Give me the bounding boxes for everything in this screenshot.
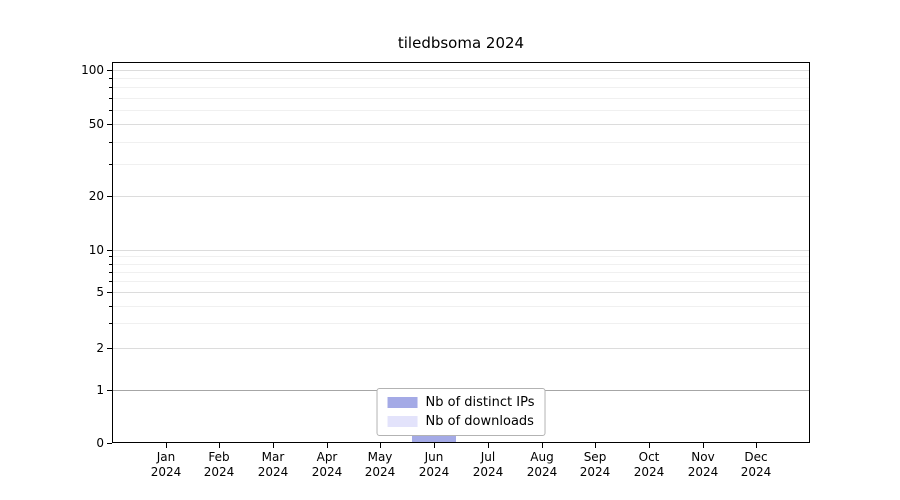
legend-swatch-downloads-icon [387, 416, 418, 427]
plot-area [112, 62, 810, 443]
y-gridline-minor [113, 87, 809, 88]
x-tick-mark [488, 443, 489, 448]
legend-item-distinct-ips: Nb of distinct IPs [387, 395, 535, 410]
y-tick-mark-minor [109, 110, 112, 111]
x-tick-label: Sep 2024 [579, 450, 611, 479]
x-tick-label: Apr 2024 [311, 450, 343, 479]
y-tick-mark-minor [109, 142, 112, 143]
y-gridline-major [113, 196, 809, 197]
x-tick-mark [542, 443, 543, 448]
y-gridline-minor [113, 110, 809, 111]
y-gridline-minor [113, 281, 809, 282]
x-tick-label: Jun 2024 [418, 450, 450, 479]
y-tick-mark [107, 292, 112, 293]
y-tick-mark-minor [109, 98, 112, 99]
y-tick-label: 0 [96, 436, 104, 450]
y-gridline-major [113, 124, 809, 125]
y-gridline-minor [113, 98, 809, 99]
x-tick-mark [327, 443, 328, 448]
y-tick-mark-minor [109, 256, 112, 257]
x-tick-label: Mar 2024 [257, 450, 289, 479]
y-tick-mark [107, 196, 112, 197]
y-gridline-minor [113, 142, 809, 143]
x-tick-label: Feb 2024 [203, 450, 235, 479]
y-tick-mark [107, 70, 112, 71]
y-tick-mark [107, 443, 112, 444]
legend-item-downloads: Nb of downloads [387, 414, 535, 429]
y-tick-label: 5 [96, 285, 104, 299]
legend-swatch-distinct-ips-icon [387, 397, 418, 408]
legend-label-distinct-ips: Nb of distinct IPs [425, 395, 535, 410]
y-gridline-minor [113, 264, 809, 265]
y-tick-label: 10 [88, 243, 104, 257]
y-gridline-major [113, 250, 809, 251]
y-tick-label: 1 [96, 383, 104, 397]
x-tick-mark [756, 443, 757, 448]
legend: Nb of distinct IPs Nb of downloads [376, 388, 546, 436]
x-tick-label: Dec 2024 [740, 450, 772, 479]
x-tick-mark [703, 443, 704, 448]
y-gridline-minor [113, 323, 809, 324]
y-gridline-major [113, 348, 809, 349]
y-tick-mark-minor [109, 87, 112, 88]
y-tick-mark-minor [109, 272, 112, 273]
y-gridline-minor [113, 306, 809, 307]
y-tick-label: 20 [88, 189, 104, 203]
x-tick-mark [380, 443, 381, 448]
y-gridline-minor [113, 164, 809, 165]
y-tick-mark-minor [109, 323, 112, 324]
x-tick-label: Jul 2024 [472, 450, 504, 479]
y-tick-mark [107, 390, 112, 391]
y-tick-label: 2 [96, 341, 104, 355]
x-tick-mark [595, 443, 596, 448]
x-tick-mark [166, 443, 167, 448]
y-gridline-major [113, 292, 809, 293]
chart-title: tiledbsoma 2024 [397, 34, 525, 52]
x-tick-label: Nov 2024 [687, 450, 719, 479]
x-tick-mark [273, 443, 274, 448]
x-tick-mark [219, 443, 220, 448]
x-tick-label: Jan 2024 [150, 450, 182, 479]
y-tick-mark [107, 250, 112, 251]
legend-label-downloads: Nb of downloads [425, 414, 534, 429]
y-tick-label: 50 [88, 117, 104, 131]
y-tick-mark [107, 348, 112, 349]
y-gridline-minor [113, 272, 809, 273]
y-tick-mark-minor [109, 264, 112, 265]
x-tick-label: Aug 2024 [526, 450, 558, 479]
y-gridline-minor [113, 256, 809, 257]
y-tick-mark-minor [109, 281, 112, 282]
y-gridline-minor [113, 78, 809, 79]
x-tick-mark [434, 443, 435, 448]
x-tick-mark [649, 443, 650, 448]
y-tick-mark-minor [109, 164, 112, 165]
y-tick-mark-minor [109, 78, 112, 79]
x-tick-label: May 2024 [364, 450, 396, 479]
x-tick-label: Oct 2024 [633, 450, 665, 479]
y-tick-label: 100 [81, 63, 104, 77]
y-gridline-major [113, 70, 809, 71]
y-tick-mark [107, 124, 112, 125]
y-tick-mark-minor [109, 306, 112, 307]
